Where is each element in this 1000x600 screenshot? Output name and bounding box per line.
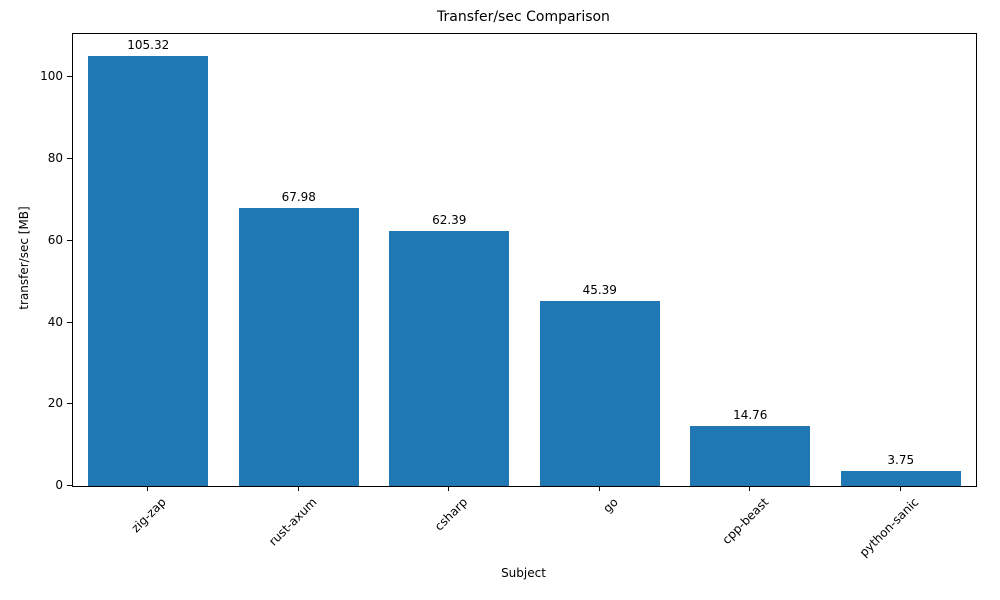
bar-rust-axum	[238, 208, 359, 486]
bar-value-label: 45.39	[582, 282, 617, 297]
x-tick-label-zig-zap: zig-zap	[128, 495, 170, 536]
x-tick-label-csharp: csharp	[431, 495, 471, 534]
bar-value-label: 3.75	[887, 452, 915, 467]
y-tick-label: 20	[47, 396, 63, 411]
y-tick-label: 80	[47, 151, 63, 166]
plot-area: 105.32 67.98 62.39 45.39 14.76 3.75	[72, 33, 977, 487]
bar-python-sanic	[840, 470, 961, 486]
bar-go	[539, 300, 660, 486]
x-tick-label-cpp-beast: cpp-beast	[719, 495, 772, 547]
x-tick-label-go: go	[600, 495, 621, 516]
bar-value-label: 14.76	[733, 407, 768, 422]
bar-value-label: 62.39	[432, 213, 467, 228]
x-axis-label: Subject	[501, 566, 546, 580]
x-tick-label-python-sanic: python-sanic	[856, 495, 922, 560]
bar-zig-zap	[88, 55, 209, 486]
bar-value-label: 105.32	[127, 37, 170, 52]
bar-csharp	[389, 231, 510, 486]
bar-value-label: 67.98	[281, 190, 316, 205]
y-tick-label: 0	[55, 478, 63, 492]
y-tick-label: 100	[40, 69, 63, 84]
y-axis-label: transfer/sec [MB]	[17, 206, 31, 310]
x-tick-label-rust-axum: rust-axum	[266, 495, 320, 549]
bar-cpp-beast	[690, 425, 811, 486]
chart-title: Transfer/sec Comparison	[437, 9, 610, 25]
